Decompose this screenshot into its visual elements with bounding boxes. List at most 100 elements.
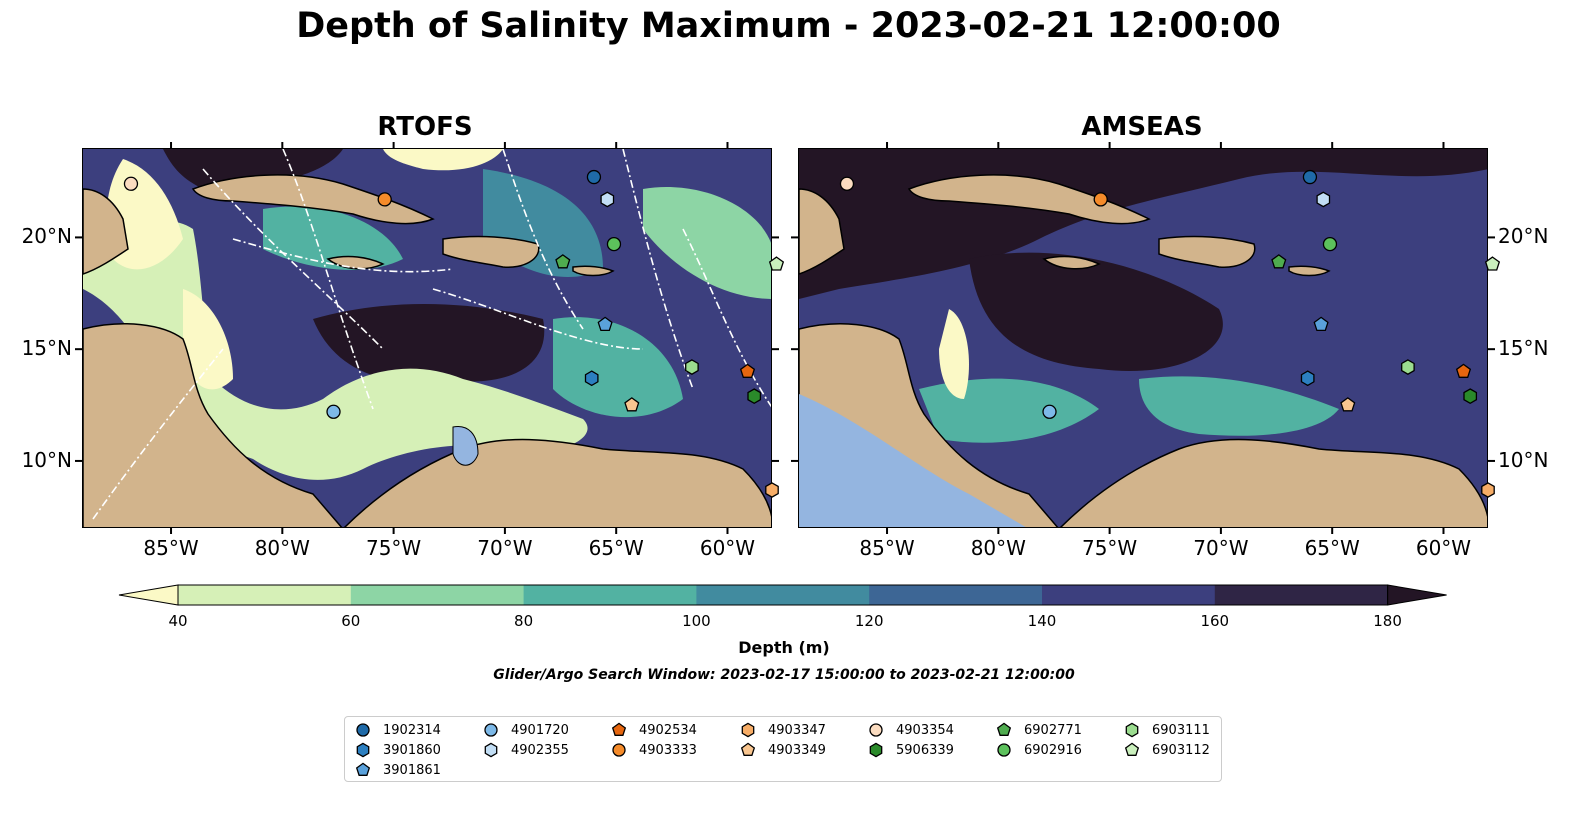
legend-marker-6902916 (997, 743, 1011, 757)
legend-label: 6903112 (1152, 742, 1210, 758)
colorbar-tick-label: 60 (341, 612, 361, 630)
colorbar-tick-label: 100 (682, 612, 711, 630)
deep-water-region (313, 304, 545, 382)
colorbar-tick-label: 140 (1027, 612, 1057, 630)
legend-marker-icon (355, 762, 371, 776)
colorbar (118, 584, 1447, 606)
colorbar-extend-high (1387, 584, 1447, 606)
land-hispaniola (1158, 235, 1256, 268)
legend-item: 6903112 (1124, 740, 1210, 760)
shallow-region (183, 289, 233, 390)
land-south-america (1059, 438, 1487, 527)
land-cuba (907, 174, 1151, 225)
legend-marker-1902314 (356, 723, 370, 737)
land-puerto-rico (1288, 265, 1331, 277)
legend-label: 4903354 (896, 722, 954, 738)
legend-item: 6902916 (996, 740, 1082, 760)
land-puerto-rico (572, 265, 615, 277)
lon-tick-label: 65°W (588, 536, 644, 560)
map-rtofs[interactable] (82, 148, 772, 528)
legend-item: 4902534 (611, 720, 697, 740)
legend-item: 4903333 (611, 740, 697, 760)
lake-maracaibo (452, 425, 479, 466)
legend-marker-4903354 (869, 723, 883, 737)
lat-tick-label: 10°N (21, 447, 72, 472)
legend-label: 5906339 (896, 742, 954, 758)
search-window-note: Glider/Argo Search Window: 2023-02-17 15… (493, 667, 1075, 683)
lat-tick-label: 20°N (1498, 224, 1549, 249)
legend-marker-4902534 (611, 722, 627, 736)
legend-item: 6902771 (996, 720, 1082, 740)
legend-marker-5906339 (869, 742, 883, 758)
legend-marker-icon (1124, 742, 1140, 756)
lon-tick-label: 70°W (477, 536, 533, 560)
map-rtofs-canvas (83, 149, 771, 527)
eddy-region (643, 187, 771, 299)
legend-marker-4902355 (484, 742, 498, 758)
figure-title: Depth of Salinity Maximum - 2023-02-21 1… (296, 6, 1281, 46)
legend-item: 4903354 (868, 720, 954, 740)
colorbar-tick-label: 80 (514, 612, 534, 630)
map-amseas-canvas (799, 149, 1487, 527)
legend-marker-icon (996, 722, 1012, 736)
colorbar-tick-label: 160 (1200, 612, 1230, 630)
legend-label: 6903111 (1152, 722, 1210, 738)
lon-tick-label: 80°W (970, 536, 1026, 560)
lon-tick-label: 70°W (1193, 536, 1249, 560)
colorbar-segment (869, 585, 1043, 605)
legend-marker-icon (997, 743, 1011, 757)
legend-label: 4903333 (639, 742, 697, 758)
land-cuba (191, 174, 435, 225)
lat-tick-label: 15°N (1498, 336, 1549, 361)
lon-tick-label: 65°W (1304, 536, 1360, 560)
legend-item: 3901860 (355, 740, 441, 760)
legend-marker-icon (611, 722, 627, 736)
legend-marker-6903112 (1124, 742, 1140, 756)
legend-marker-6903111 (1125, 722, 1139, 738)
colorbar-frame (177, 584, 1389, 606)
legend-label: 1902314 (383, 722, 441, 738)
deep-water-region (163, 149, 343, 189)
colorbar-title: Depth (m) (738, 638, 830, 657)
legend-label: 3901860 (383, 742, 441, 758)
colorbar-extend-low (118, 584, 179, 606)
colorbar-tick-label: 40 (168, 612, 188, 630)
legend-marker-4903347 (741, 722, 755, 738)
colorbar-segment (178, 585, 352, 605)
land-jamaica (1042, 255, 1101, 270)
panel-title-rtofs: RTOFS (377, 112, 473, 142)
land-central-america (83, 323, 343, 527)
legend-item: 1902314 (355, 720, 441, 740)
legend-marker-icon (869, 742, 883, 758)
legend-marker-4903349 (740, 742, 756, 756)
legend-label: 4901720 (511, 722, 569, 738)
lon-tick-label: 80°W (254, 536, 310, 560)
legend-marker-icon (356, 723, 370, 737)
legend-marker-icon (741, 722, 755, 738)
legend-label: 6902771 (1024, 722, 1082, 738)
shallow-region (939, 309, 969, 399)
colorbar-segment (1042, 585, 1216, 605)
legend-item: 4903349 (740, 740, 826, 760)
legend-marker-3901861 (355, 762, 371, 776)
shallow-region (383, 149, 503, 171)
map-amseas[interactable] (798, 148, 1488, 528)
legend-label: 3901861 (383, 762, 441, 778)
land-yucatan (83, 188, 129, 275)
legend-marker-icon (1125, 722, 1139, 738)
legend-item: 5906339 (868, 740, 954, 760)
colorbar-segment (350, 585, 525, 605)
legend-label: 4902355 (511, 742, 569, 758)
lon-tick-label: 75°W (365, 536, 422, 560)
lon-tick-label: 85°W (859, 536, 915, 560)
lat-tick-label: 15°N (21, 336, 72, 361)
colorbar-segment (1214, 585, 1389, 605)
track-lines (92, 149, 771, 520)
deep-water-region (969, 252, 1223, 371)
colorbar-tick-label: 120 (854, 612, 884, 630)
legend-label: 4903349 (768, 742, 826, 758)
legend-label: 4903347 (768, 722, 826, 738)
legend-marker-icon (356, 742, 370, 758)
legend-item: 4902355 (483, 740, 569, 760)
legend-item: 4901720 (483, 720, 569, 740)
